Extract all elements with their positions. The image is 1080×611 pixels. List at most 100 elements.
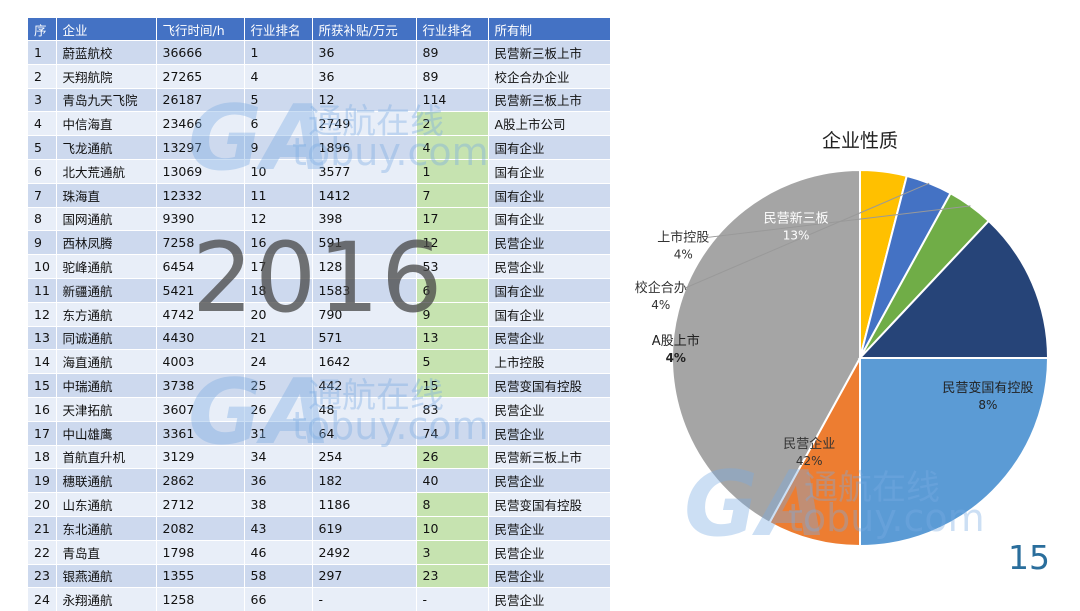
table-row: 7 珠海直 12332 11 1412 7 国有企业 [28, 182, 611, 208]
table-row: 4 中信海直 23466 6 2749 2 A股上市公司 [28, 111, 611, 136]
table-cell: 15 [28, 373, 57, 398]
table-cell: 18 [28, 444, 57, 469]
table-row: 14 海直通航 4003 24 1642 5 上市控股 [28, 349, 611, 374]
table-row: 24 永翔通航 1258 66- - 民营企业 [28, 587, 611, 611]
table-row: 8 国网通航 9390 12 398 17 国有企业 [28, 206, 611, 231]
page-number: 15 [1008, 538, 1050, 577]
pie-slice [859, 357, 1050, 548]
table-cell: 21 [244, 325, 313, 350]
table-cell: 10 [244, 158, 313, 184]
column-header: 行业排名 [416, 18, 489, 41]
table-cell: 4003 [156, 349, 245, 374]
table-cell: 398 [312, 206, 417, 231]
table-row: 21 东北通航 2082 43 619 10 民营企业 [28, 515, 611, 541]
table-cell: 民营企业 [488, 420, 611, 446]
table-cell: 15 [416, 373, 489, 398]
table-cell: 442 [312, 373, 417, 398]
table-cell: 13 [28, 325, 57, 350]
slice-label: 民营变国有控股 [942, 380, 1033, 396]
table-cell: 18 [244, 277, 313, 303]
slice-label: 民营新三板 [764, 211, 829, 227]
table-cell: 7 [416, 182, 489, 208]
table-cell: 3607 [156, 396, 245, 422]
table-cell: 1 [244, 40, 313, 65]
table-cell: 2862 [156, 468, 245, 493]
table-cell: 21 [28, 515, 57, 541]
table-cell: 9 [416, 301, 489, 327]
table-cell: 6 [416, 277, 489, 303]
pie-slice [857, 219, 1050, 359]
table-cell: 青岛九天飞院 [56, 87, 157, 112]
company-table: 序企业 飞行时间/h 行业排名 所获补贴/万元 行业排名 所有制 1 蔚蓝航校 36666 1 3… [28, 18, 611, 611]
table-cell: 国有企业 [488, 135, 611, 160]
table-cell: 1896 [312, 135, 417, 160]
table-cell: 36 [312, 63, 417, 89]
table-row: 20 山东通航 2712 38 1186 8 民营变国有控股 [28, 492, 611, 517]
slice-percent-label: 13% [783, 229, 810, 243]
table-cell: 中瑞通航 [56, 373, 157, 398]
table-cell: 4 [28, 111, 57, 136]
table-cell: - [416, 587, 489, 611]
table-cell: 上市控股 [488, 349, 611, 374]
table-cell: 校企合办企业 [488, 63, 611, 89]
table-cell: 64 [312, 420, 417, 446]
table-cell: 国有企业 [488, 206, 611, 231]
table-cell: 国有企业 [488, 182, 611, 208]
table-cell: 6454 [156, 254, 245, 279]
table-cell: 民营企业 [488, 515, 611, 541]
table-cell: 16 [28, 396, 57, 422]
table-cell: 飞龙通航 [56, 135, 157, 160]
table-cell: 国有企业 [488, 301, 611, 327]
table-cell: 5 [244, 87, 313, 112]
table-row: 9 西林凤腾 7258 16 591 12 民营企业 [28, 230, 611, 255]
pie-slice [671, 168, 861, 525]
slice-percent-label: 4% [666, 351, 686, 365]
table-row: 1 蔚蓝航校 36666 1 36 89 民营新三板上市 [28, 40, 611, 65]
table-cell: 20 [28, 492, 57, 517]
table-cell: 2492 [312, 539, 417, 565]
table-cell: 中信海直 [56, 111, 157, 136]
table-cell: 26 [416, 444, 489, 469]
table-cell: 3 [416, 539, 489, 565]
table-cell: 23466 [156, 111, 245, 136]
table-cell: 43 [244, 515, 313, 541]
table-cell: 36 [312, 40, 417, 65]
table-cell: 17 [416, 206, 489, 231]
table-cell: 4 [416, 135, 489, 160]
table-cell: 1642 [312, 349, 417, 374]
table-cell: 13297 [156, 135, 245, 160]
table-cell: 6 [244, 111, 313, 136]
table-cell: 同诚通航 [56, 325, 157, 350]
table-cell: 5421 [156, 277, 245, 303]
table-cell: 89 [416, 40, 489, 65]
table-cell: 银燕通航 [56, 563, 157, 588]
table-cell: 民营企业 [488, 230, 611, 255]
table-cell: 珠海直 [56, 182, 157, 208]
table-row: 11 新疆通航 5421 18 1583 6 国有企业 [28, 277, 611, 303]
table-cell: 民营企业 [488, 325, 611, 350]
table-cell: 11 [244, 182, 313, 208]
table-cell: 民营新三板上市 [488, 444, 611, 469]
table-row: 18 首航直升机 3129 34 254 26 民营新三板上市 [28, 444, 611, 469]
table-cell: 12 [244, 206, 313, 231]
table-cell: 国网通航 [56, 206, 157, 231]
table-cell: 8 [416, 492, 489, 517]
table-cell: 17 [244, 254, 313, 279]
table-cell: 2712 [156, 492, 245, 517]
table-cell: 海直通航 [56, 349, 157, 374]
table-cell: 36666 [156, 40, 245, 65]
table-cell: 1412 [312, 182, 417, 208]
table-cell: 254 [312, 444, 417, 469]
table-row: 12 东方通航 4742 20 790 9 国有企业 [28, 301, 611, 327]
table-cell: 8 [28, 206, 57, 231]
table-cell: 14 [28, 349, 57, 374]
table-cell: 12 [312, 87, 417, 112]
table-cell: 66 [244, 587, 313, 611]
table-cell: 10 [28, 254, 57, 279]
table-cell: 19 [28, 468, 57, 493]
table-cell: 40 [416, 468, 489, 493]
table-cell: 2082 [156, 515, 245, 541]
table-cell: 1 [416, 158, 489, 184]
table-cell: 蔚蓝航校 [56, 40, 157, 65]
table-cell: 23 [28, 563, 57, 588]
